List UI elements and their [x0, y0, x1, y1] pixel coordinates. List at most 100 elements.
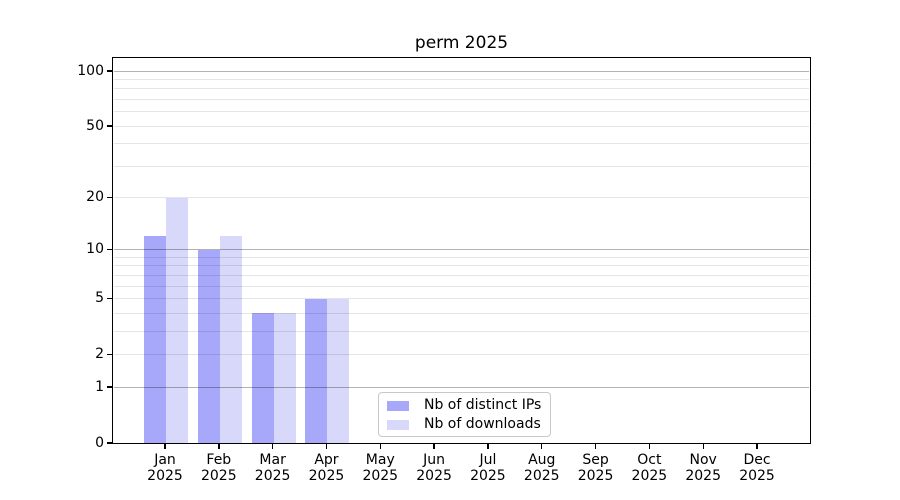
gridline-y-1 — [114, 386, 809, 388]
month-label: Feb — [206, 452, 232, 468]
y-tick-mark-10 — [107, 249, 113, 251]
x-tick-mark-nov — [702, 444, 704, 449]
year-label: 2025 — [308, 468, 345, 484]
month-label: Sep — [582, 452, 609, 468]
x-tick-mark-jun — [433, 444, 435, 449]
month-label: Jul — [479, 452, 497, 468]
month-label: Oct — [637, 452, 662, 468]
bar-distinct-ips-mar — [251, 313, 274, 443]
y-tick-label-20: 20 — [86, 189, 104, 206]
x-tick-label-jun: Jun 2025 — [402, 452, 466, 484]
y-tick-mark-20 — [107, 196, 113, 199]
year-label: 2025 — [739, 468, 775, 484]
y-tick-label-5: 5 — [95, 290, 104, 307]
gridline-y-80 — [114, 88, 809, 90]
legend-item-downloads: Nb of downloads — [387, 415, 550, 434]
bar-distinct-ips-feb — [197, 249, 220, 443]
x-tick-label-dec: Dec 2025 — [725, 452, 789, 484]
x-tick-label-nov: Nov 2025 — [671, 452, 735, 484]
gridline-y-40 — [114, 143, 809, 145]
gridline-y-30 — [114, 165, 809, 167]
x-tick-mark-jan — [164, 444, 166, 449]
month-label: Mar — [259, 452, 286, 468]
year-label: 2025 — [685, 468, 721, 484]
gridline-y-50 — [114, 125, 809, 127]
legend: Nb of distinct IPs Nb of downloads — [378, 392, 551, 437]
legend-label-downloads: Nb of downloads — [424, 416, 541, 432]
gridline-y-3 — [114, 330, 809, 332]
legend-swatch-downloads — [387, 419, 409, 430]
x-tick-mark-apr — [325, 444, 328, 449]
bar-distinct-ips-jan — [144, 236, 166, 443]
gridline-y-6 — [114, 285, 809, 287]
x-tick-label-may: May 2025 — [348, 452, 412, 484]
month-label: Apr — [314, 452, 339, 468]
y-tick-mark-50 — [107, 125, 113, 127]
x-tick-mark-sep — [594, 444, 597, 449]
month-label: Dec — [743, 452, 771, 468]
x-tick-mark-jul — [487, 444, 489, 449]
legend-item-distinct-ips: Nb of distinct IPs — [387, 396, 550, 415]
y-tick-mark-100 — [107, 70, 113, 72]
y-tick-mark-2 — [107, 353, 113, 356]
x-tick-label-sep: Sep 2025 — [564, 452, 628, 484]
year-label: 2025 — [470, 468, 506, 484]
gridline-y-7 — [114, 274, 809, 276]
bar-downloads-mar — [273, 313, 296, 443]
y-tick-label-1: 1 — [95, 378, 104, 395]
year-label: 2025 — [577, 468, 614, 484]
x-tick-label-oct: Oct 2025 — [617, 452, 681, 484]
chart-title: perm 2025 — [414, 33, 509, 53]
bar-downloads-feb — [219, 236, 242, 443]
x-tick-mark-oct — [648, 444, 651, 449]
y-tick-label-100: 100 — [77, 62, 104, 79]
x-tick-label-feb: Feb 2025 — [187, 452, 251, 484]
month-label: Jan — [154, 452, 176, 468]
gridline-y-5 — [114, 298, 809, 300]
year-label: 2025 — [200, 468, 237, 484]
bar-downloads-jan — [166, 197, 188, 443]
gridline-y-90 — [114, 78, 809, 80]
y-tick-mark-5 — [107, 297, 113, 300]
month-label: May — [365, 452, 395, 468]
year-label: 2025 — [631, 468, 668, 484]
y-tick-label-10: 10 — [86, 241, 104, 258]
month-label: Jun — [423, 452, 446, 468]
year-label: 2025 — [254, 468, 291, 484]
y-tick-label-50: 50 — [86, 117, 104, 134]
gridline-y-2 — [114, 353, 809, 355]
month-label: Nov — [689, 452, 717, 468]
bar-distinct-ips-apr — [305, 298, 328, 443]
gridline-y-60 — [114, 111, 809, 113]
x-tick-mark-mar — [271, 444, 274, 449]
bar-downloads-apr — [327, 298, 350, 443]
month-label: Aug — [528, 452, 556, 468]
gridline-y-10 — [114, 249, 809, 251]
year-label: 2025 — [147, 468, 183, 484]
gridline-y-20 — [114, 197, 809, 199]
x-tick-mark-may — [379, 444, 381, 449]
legend-swatch-distinct-ips — [387, 400, 409, 411]
y-tick-label-2: 2 — [95, 345, 104, 362]
gridline-y-100 — [114, 70, 809, 72]
x-tick-label-mar: Mar 2025 — [241, 452, 305, 484]
y-tick-mark-1 — [107, 386, 113, 388]
gridline-y-9 — [114, 256, 809, 258]
y-tick-label-0: 0 — [95, 434, 104, 451]
year-label: 2025 — [416, 468, 452, 484]
gridline-y-4 — [114, 312, 809, 314]
x-tick-label-jul: Jul 2025 — [456, 452, 520, 484]
x-tick-label-jan: Jan 2025 — [133, 452, 197, 484]
x-tick-label-aug: Aug 2025 — [510, 452, 574, 484]
x-tick-label-apr: Apr 2025 — [294, 452, 358, 484]
legend-label-distinct-ips: Nb of distinct IPs — [424, 397, 542, 413]
year-label: 2025 — [362, 468, 399, 484]
gridline-y-8 — [114, 265, 809, 267]
year-label: 2025 — [523, 468, 560, 484]
x-tick-mark-feb — [218, 444, 220, 449]
gridline-y-70 — [114, 98, 809, 100]
